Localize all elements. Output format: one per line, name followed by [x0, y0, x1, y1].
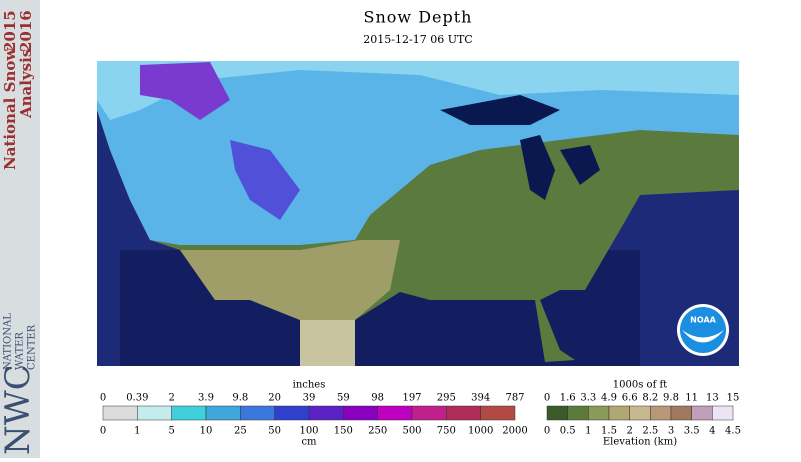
legend-label: 1.6 [560, 393, 576, 404]
legend-label: 2 [626, 426, 632, 437]
sidebar-title: Analysis [17, 49, 35, 119]
legend-label: 6.6 [622, 393, 638, 404]
legend-label: 9.8 [232, 393, 248, 404]
legend-label: 787 [505, 393, 524, 404]
sidebar-title: National Snow [1, 47, 19, 170]
noaa-logo [680, 307, 726, 353]
legend-label: 750 [437, 426, 456, 437]
legend-swatch [608, 405, 630, 421]
legend-label: 59 [337, 393, 350, 404]
legend-label: 2.5 [642, 426, 658, 437]
lake [440, 95, 560, 125]
legend-label: 50 [268, 426, 281, 437]
sidebar-logo-line: CENTER [27, 324, 38, 370]
deep-snow [140, 62, 230, 120]
legend-swatch [567, 405, 589, 421]
legend-swatch [308, 405, 344, 421]
legend-swatch [205, 405, 241, 421]
legend-swatch [691, 405, 713, 421]
lake [520, 135, 555, 200]
legend-label: 1.5 [601, 426, 617, 437]
legend-label: 0.39 [126, 393, 148, 404]
legend-label: 0 [100, 426, 106, 437]
subtitle: 2015-12-17 06 UTC [363, 33, 472, 46]
legend-swatch [377, 405, 413, 421]
legend-label: 3.3 [580, 393, 596, 404]
noaa-logo [682, 330, 724, 343]
legend-label: 13 [706, 393, 719, 404]
deep-snow [230, 140, 300, 220]
legend-label: 1 [134, 426, 140, 437]
legend-unit: cm [301, 437, 317, 448]
legend-swatch [411, 405, 447, 421]
legend-label: 39 [303, 393, 316, 404]
legend-unit: inches [293, 380, 326, 391]
legend-unit: Elevation (km) [603, 437, 677, 448]
legend-label: 4.9 [601, 393, 617, 404]
legend-label: 3.9 [198, 393, 214, 404]
legend-label: 150 [334, 426, 353, 437]
legend-label: 4.5 [725, 426, 741, 437]
legend-unit: 1000s of ft [613, 380, 667, 391]
sidebar [0, 0, 40, 458]
sidebar-logo-line: NATIONAL [3, 313, 14, 370]
legend-label: 9.8 [663, 393, 679, 404]
legend-label: 0 [544, 393, 550, 404]
sidebar-year: 2016 [17, 10, 35, 52]
sidebar-logo: NWC [0, 364, 38, 455]
lake [560, 145, 600, 185]
legend-label: 394 [471, 393, 490, 404]
legend-label: 10 [200, 426, 213, 437]
legend-label: 197 [402, 393, 421, 404]
legend-label: 500 [402, 426, 421, 437]
legend-label: 3.5 [684, 426, 700, 437]
legend-swatch [712, 405, 734, 421]
legend-swatch [240, 405, 275, 421]
legend-swatch [588, 405, 610, 421]
noaa-label: NOAA [690, 316, 716, 325]
legend-label: 1000 [468, 426, 493, 437]
legend-swatch [171, 405, 207, 421]
legend-swatch [102, 405, 138, 421]
sidebar-logo-line: WATER [15, 332, 26, 370]
legend-label: 4 [709, 426, 715, 437]
legend-label: 250 [368, 426, 387, 437]
legend-swatch [650, 405, 672, 421]
legend-label: 0.5 [560, 426, 576, 437]
map: NOAA [97, 61, 739, 366]
legend-label: 295 [437, 393, 456, 404]
legend-label: 3 [668, 426, 674, 437]
legend-label: 1 [585, 426, 591, 437]
snow-cover [97, 61, 739, 120]
legend-swatch [343, 405, 378, 421]
legend-label: 0 [100, 393, 106, 404]
legend-swatch [629, 405, 651, 421]
sidebar-year: 2015 [1, 10, 19, 52]
legend-label: 25 [234, 426, 247, 437]
legend-label: 98 [371, 393, 384, 404]
legend-label: 8.2 [642, 393, 658, 404]
legend-swatch [446, 405, 481, 421]
legend-label: 15 [727, 393, 740, 404]
legend-swatch [670, 405, 692, 421]
legend-swatch [137, 405, 172, 421]
mexico [300, 320, 355, 366]
legend-label: 0 [544, 426, 550, 437]
legend-label: 2 [168, 393, 174, 404]
legend-swatch [480, 405, 516, 421]
legend-swatch [546, 405, 568, 421]
plains [180, 240, 400, 320]
legend-swatch [274, 405, 310, 421]
legend-label: 5 [168, 426, 174, 437]
sidebar-text: National Snow 2015 Analysis 2016 NWC NAT… [0, 10, 38, 455]
legend-label: 11 [685, 393, 698, 404]
title: Snow Depth [364, 8, 473, 27]
legend-label: 2000 [502, 426, 527, 437]
legend-label: 100 [299, 426, 318, 437]
legend-label: 20 [268, 393, 281, 404]
